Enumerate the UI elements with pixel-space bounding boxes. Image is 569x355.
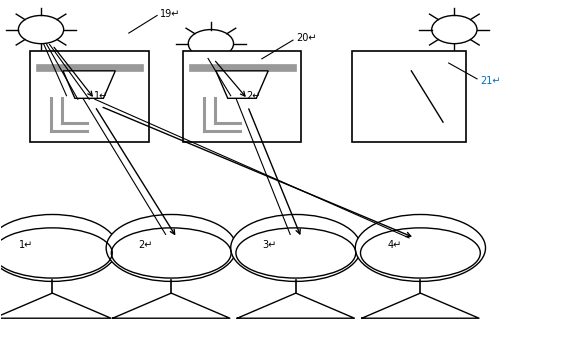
- Ellipse shape: [355, 214, 485, 282]
- Text: 21↵: 21↵: [480, 76, 500, 86]
- Bar: [188, 64, 295, 71]
- Ellipse shape: [230, 214, 361, 282]
- Polygon shape: [63, 71, 116, 98]
- Text: 1↵: 1↵: [19, 240, 34, 250]
- Ellipse shape: [106, 214, 236, 282]
- Text: 19↵: 19↵: [160, 9, 180, 19]
- Text: 1↵: 1↵: [94, 92, 108, 102]
- Text: 2↵: 2↵: [247, 92, 261, 102]
- Text: 20↵: 20↵: [296, 33, 316, 43]
- Bar: [183, 51, 302, 142]
- Polygon shape: [216, 71, 268, 98]
- Text: 2↵: 2↵: [138, 240, 152, 250]
- Ellipse shape: [0, 214, 117, 282]
- Bar: [36, 64, 143, 71]
- Bar: [352, 51, 465, 142]
- Text: 4↵: 4↵: [387, 240, 402, 250]
- Text: 3↵: 3↵: [263, 240, 277, 250]
- Bar: [30, 51, 149, 142]
